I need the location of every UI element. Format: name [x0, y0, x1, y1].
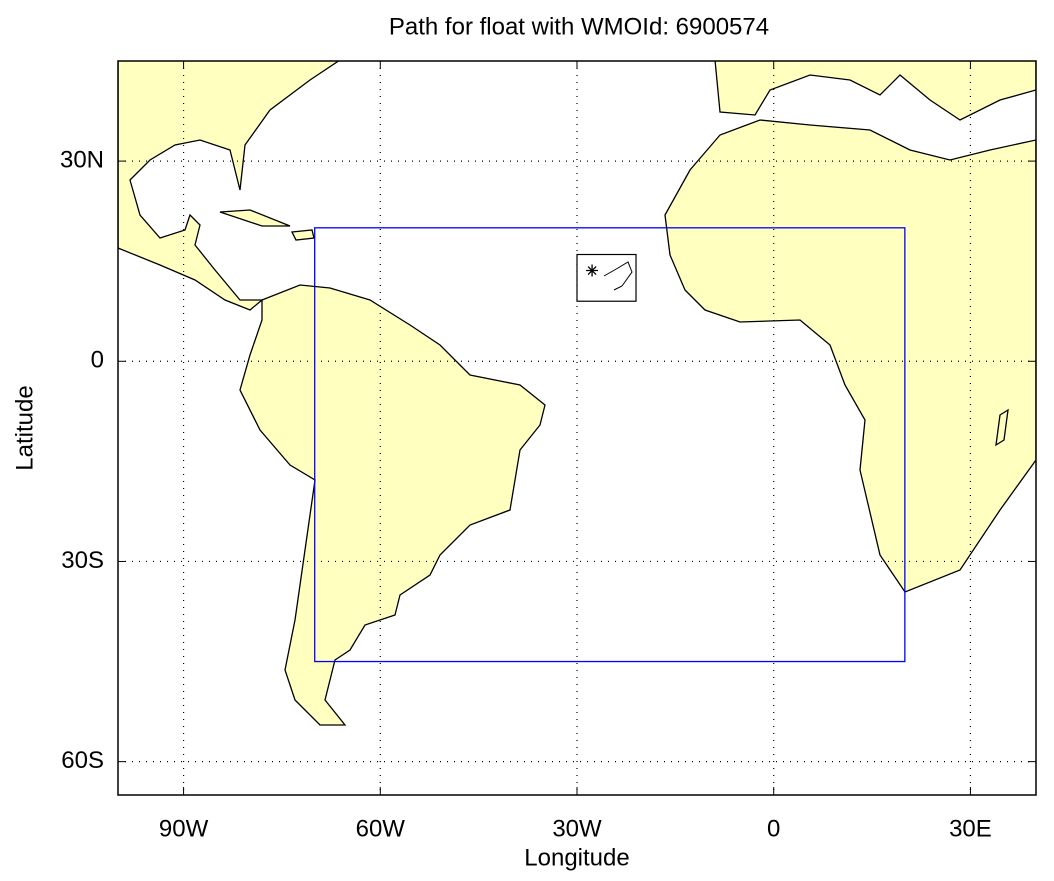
y-tick-label: 60S [61, 747, 104, 774]
x-tick-label: 30E [949, 815, 992, 842]
chart-title: Path for float with WMOId: 6900574 [389, 13, 769, 40]
x-tick-label: 60W [356, 815, 406, 842]
africa [664, 119, 1036, 593]
inset-coast [603, 261, 633, 291]
madagascar [995, 408, 1009, 447]
x-tick-label: 30W [552, 815, 602, 842]
hispaniola [290, 229, 315, 241]
cuba [219, 209, 291, 227]
inset-box [576, 253, 637, 302]
x-tick-label: 0 [767, 815, 780, 842]
float-position [586, 264, 599, 277]
x-tick-label: 90W [159, 815, 209, 842]
y-tick-label: 30N [60, 146, 104, 173]
y-tick-label: 0 [91, 347, 104, 374]
y-tick-label: 30S [61, 547, 104, 574]
region-box [314, 227, 906, 663]
north-america [118, 61, 340, 311]
south-america [239, 284, 546, 726]
y-axis-label: Latitude [11, 385, 38, 470]
x-axis-label: Longitude [524, 844, 629, 871]
europe [714, 61, 1036, 121]
land [118, 61, 1036, 726]
